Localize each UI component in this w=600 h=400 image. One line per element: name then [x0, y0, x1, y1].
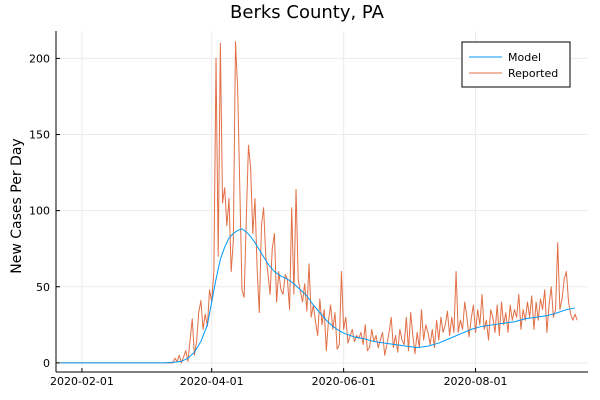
series-line-reported [60, 41, 578, 364]
series-line-model [60, 228, 576, 364]
x-tick-label: 2020-08-01 [444, 375, 508, 388]
y-tick-label: 200 [29, 52, 50, 65]
chart-title: Berks County, PA [230, 2, 385, 23]
x-tick-label: 2020-06-01 [312, 375, 376, 388]
legend-model-label: Model [508, 51, 541, 64]
legend-reported-label: Reported [508, 67, 558, 80]
x-tick-label: 2020-04-01 [180, 375, 244, 388]
y-tick-label: 50 [36, 281, 50, 294]
x-tick-label: 2020-02-01 [50, 375, 114, 388]
legend-frame [461, 41, 571, 88]
series [60, 41, 578, 364]
y-tick-label: 150 [29, 129, 50, 142]
y-tick-label: 100 [29, 205, 50, 218]
y-tick-label: 0 [43, 357, 50, 370]
x-ticks: 2020-02-01 2020-04-01 2020-06-01 2020-08-01 [50, 368, 508, 388]
y-ticks: 0 50 100 150 200 [29, 52, 60, 370]
y-axis-label: New Cases Per Day [9, 138, 25, 273]
legend: Model Reported [461, 41, 571, 88]
axes [55, 31, 588, 373]
